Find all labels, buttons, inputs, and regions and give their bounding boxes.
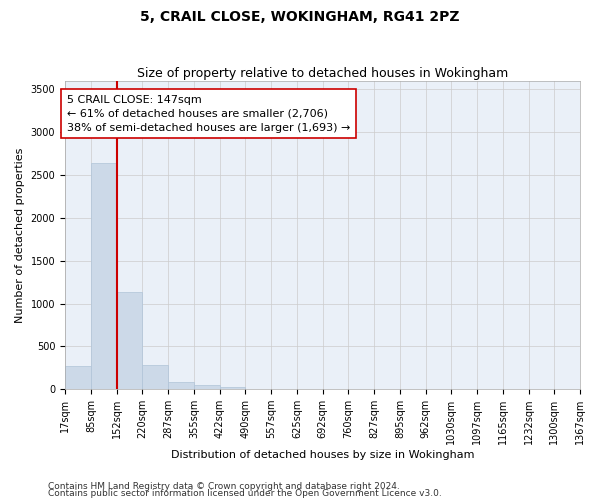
Text: 5, CRAIL CLOSE, WOKINGHAM, RG41 2PZ: 5, CRAIL CLOSE, WOKINGHAM, RG41 2PZ [140,10,460,24]
Title: Size of property relative to detached houses in Wokingham: Size of property relative to detached ho… [137,66,508,80]
Bar [168,382,194,389]
X-axis label: Distribution of detached houses by size in Wokingham: Distribution of detached houses by size … [171,450,474,460]
Bar [91,163,116,389]
Bar [194,384,220,389]
Y-axis label: Number of detached properties: Number of detached properties [15,148,25,322]
Bar [116,292,142,389]
Text: Contains HM Land Registry data © Crown copyright and database right 2024.: Contains HM Land Registry data © Crown c… [48,482,400,491]
Text: Contains public sector information licensed under the Open Government Licence v3: Contains public sector information licen… [48,489,442,498]
Bar [65,366,91,389]
Bar [220,387,245,389]
Text: 5 CRAIL CLOSE: 147sqm
← 61% of detached houses are smaller (2,706)
38% of semi-d: 5 CRAIL CLOSE: 147sqm ← 61% of detached … [67,94,350,132]
Bar [142,365,168,389]
